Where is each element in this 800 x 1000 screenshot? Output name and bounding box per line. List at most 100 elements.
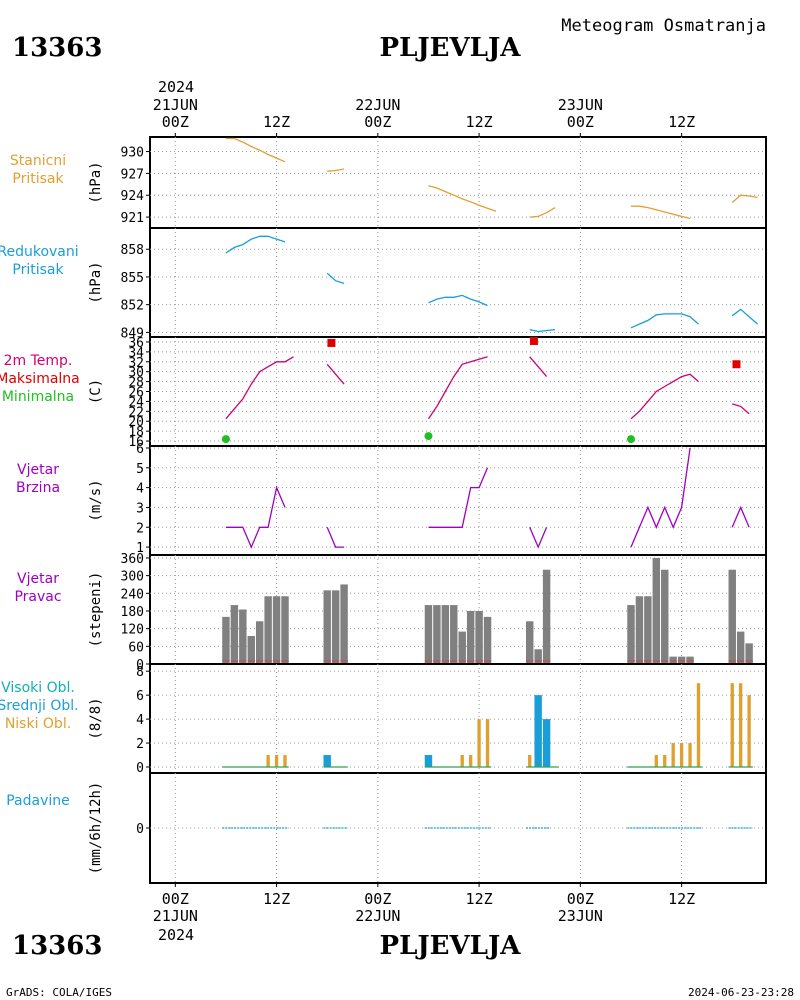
wind-dir-bar (340, 584, 348, 664)
panel-reduced: 858 855 852 849 (hPa) Redukovani Pritisak (0, 227, 767, 341)
series-line (428, 294, 488, 307)
wind-dir-bar (264, 596, 272, 664)
credit-text: GrADS: COLA/IGES (6, 986, 112, 999)
series-line (731, 194, 758, 203)
top-tick-label: 12Z (466, 113, 493, 131)
min-temp-marker (626, 435, 635, 444)
series-line (427, 356, 488, 420)
series-line (529, 207, 556, 218)
series-line (428, 185, 497, 212)
wind-dir-bar (323, 590, 331, 664)
cloud-bar (283, 755, 287, 768)
y-tick-label: 18 (128, 425, 144, 440)
wind-dir-bar (475, 610, 483, 664)
y-tick-label: 6 (136, 689, 144, 704)
y-axis-unit: (hPa) (88, 261, 104, 303)
y-tick-label: 849 (121, 326, 144, 341)
y-tick-label: 20 (128, 415, 144, 430)
top-date-label: 22JUN (355, 96, 400, 114)
y-axis-unit: (8/8) (88, 697, 104, 739)
wind-dir-bar (424, 605, 433, 664)
side-label-label3: Niski Obl. (5, 716, 71, 732)
y-tick-label: 30 (128, 366, 144, 381)
wind-dir-bar (526, 621, 534, 664)
panel-precip: 0 (mm/6h/12h) Padavine (6, 772, 767, 884)
min-temp-marker (424, 432, 433, 441)
wind-dir-bar (542, 569, 551, 664)
wind-dir-bar (230, 605, 239, 664)
y-tick-label: 852 (121, 299, 144, 314)
y-tick-label: 0 (136, 822, 144, 837)
y-tick-label: 60 (128, 640, 144, 655)
y-tick-label: 180 (121, 605, 144, 620)
top-tick-label: 00Z (364, 113, 391, 131)
cloud-bar (266, 755, 270, 768)
bottom-tick-label: 12Z (466, 890, 493, 908)
y-tick-label: 4 (136, 482, 144, 497)
series-line (630, 313, 699, 329)
y-tick-label: 855 (121, 271, 144, 286)
y-tick-label: 2 (136, 737, 144, 752)
y-tick-label: 2 (136, 521, 144, 536)
wind-dir-bar (661, 569, 669, 664)
wind-dir-bar (677, 656, 686, 664)
side-label-label1: Redukovani (0, 244, 79, 260)
bottom-year-label: 2024 (158, 926, 194, 944)
bottom-time-labels: 00Z 12Z 00Z 12Z 00Z 12Z 21JUN 22JUN 23JUN (153, 883, 695, 925)
series-line (631, 205, 691, 220)
wind-dir-bar (331, 590, 340, 664)
y-tick-label: 22 (128, 405, 144, 420)
y-tick-label: 32 (128, 356, 144, 371)
cloud-bar (671, 743, 675, 768)
y-tick-label: 858 (121, 243, 144, 258)
y-tick-label: 924 (121, 189, 145, 204)
y-axis-unit: (mm/6h/12h) (88, 782, 104, 875)
station-name-top: PLJEVLJA (380, 33, 522, 63)
series-line (732, 403, 750, 415)
max-temp-marker (327, 338, 336, 347)
cloud-bar (730, 683, 734, 768)
max-temp-marker (732, 360, 741, 369)
series-line (731, 505, 750, 528)
side-label-label2: Pritisak (12, 171, 64, 187)
y-axis-unit: (hPa) (88, 161, 104, 203)
wind-dir-bar (483, 616, 492, 664)
wind-dir-bar (466, 610, 475, 664)
y-tick-label: 36 (128, 336, 144, 351)
y-tick-label: 360 (121, 552, 144, 567)
side-label-label2: Brzina (16, 480, 60, 496)
y-tick-label: 1 (136, 541, 144, 556)
series-line (326, 527, 345, 548)
wind-dir-bar (441, 605, 450, 664)
y-tick-label: 0 (136, 761, 144, 776)
top-time-labels: 00Z 12Z 00Z 12Z 00Z 12Z 21JUN 22JUN 23JUN (153, 96, 695, 137)
y-tick-label: 6 (136, 442, 144, 457)
side-label-label1: Visoki Obl. (1, 680, 75, 696)
station-id-bottom: 13363 (12, 931, 102, 961)
cloud-bar (460, 755, 464, 768)
series-line (630, 447, 691, 548)
top-tick-label: 00Z (567, 113, 594, 131)
y-tick-label: 0 (136, 658, 144, 673)
y-tick-label: 24 (128, 395, 144, 410)
series-line (225, 235, 286, 254)
cloud-bar (424, 755, 433, 768)
wind-dir-bar (534, 649, 542, 664)
cloud-bar (663, 755, 667, 768)
cloud-bar (274, 755, 279, 768)
top-tick-label: 12Z (668, 113, 695, 131)
y-axis-unit: (C) (88, 379, 104, 404)
wind-dir-bar (635, 596, 644, 664)
y-tick-label: 8 (136, 665, 144, 680)
cloud-bar (696, 683, 701, 768)
min-temp-marker (221, 435, 230, 444)
wind-dir-bar (255, 621, 264, 664)
top-tick-label: 12Z (263, 113, 290, 131)
panel-group: 930927924921(hPa)StanicniPritisak8588558… (0, 136, 767, 884)
wind-dir-bar (433, 605, 441, 664)
series-line (225, 356, 294, 420)
panel-clouds: 8 6 4 2 0 (8/8) Visoki Obl. Srednji Obl. Niski O… (0, 663, 767, 776)
series-line (225, 485, 286, 549)
max-temp-marker (529, 336, 538, 345)
